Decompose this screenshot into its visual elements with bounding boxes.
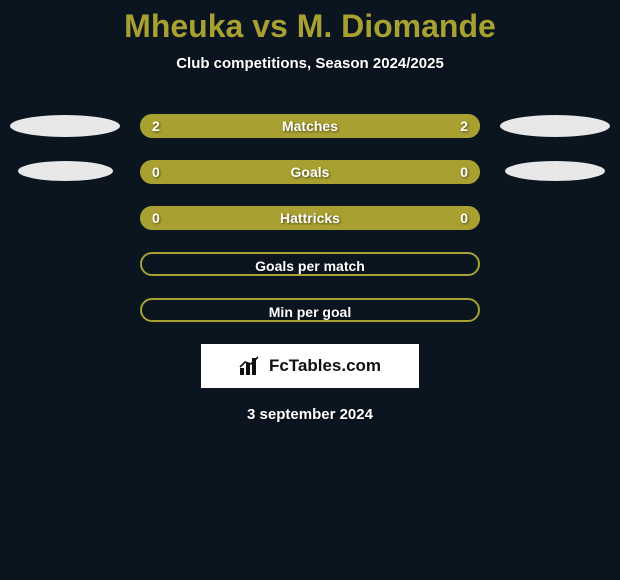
stat-value-left: 0 [152, 160, 160, 184]
stat-bar: Hattricks0 0 [140, 206, 480, 230]
comparison-row: Min per goal [0, 298, 620, 322]
comparison-row: Matches2 2 [0, 114, 620, 138]
stat-label: Goals per match [142, 254, 478, 276]
branding-badge: FcTables.com [201, 344, 419, 388]
chart-ellipse-right [500, 115, 610, 137]
stat-label: Min per goal [142, 300, 478, 322]
chart-ellipse-left [18, 161, 113, 181]
stat-label: Matches [140, 114, 480, 138]
chart-ellipse-left [10, 115, 120, 137]
stat-value-right: 0 [460, 206, 468, 230]
player-left-name: Mheuka [124, 8, 243, 44]
stat-label: Goals [140, 160, 480, 184]
stat-value-right: 0 [460, 160, 468, 184]
stat-value-left: 2 [152, 114, 160, 138]
branding-text: FcTables.com [269, 356, 381, 376]
stat-label: Hattricks [140, 206, 480, 230]
comparison-row: Goals0 0 [0, 160, 620, 184]
stat-bar: Matches2 2 [140, 114, 480, 138]
player-right-name: M. Diomande [297, 8, 496, 44]
stat-value-right: 2 [460, 114, 468, 138]
vs-separator: vs [252, 8, 288, 44]
datestamp: 3 september 2024 [0, 406, 620, 423]
page-title: Mheuka vs M. Diomande [0, 0, 620, 45]
comparison-row: Hattricks0 0 [0, 206, 620, 230]
stat-bar: Goals0 0 [140, 160, 480, 184]
barchart-icon [239, 356, 263, 376]
stat-bar: Goals per match [140, 252, 480, 276]
comparison-rows: Matches22Goals00Hattricks00Goals per mat… [0, 114, 620, 322]
stat-bar: Min per goal [140, 298, 480, 322]
chart-ellipse-right [505, 161, 605, 181]
stat-value-left: 0 [152, 206, 160, 230]
comparison-row: Goals per match [0, 252, 620, 276]
subtitle: Club competitions, Season 2024/2025 [0, 55, 620, 72]
